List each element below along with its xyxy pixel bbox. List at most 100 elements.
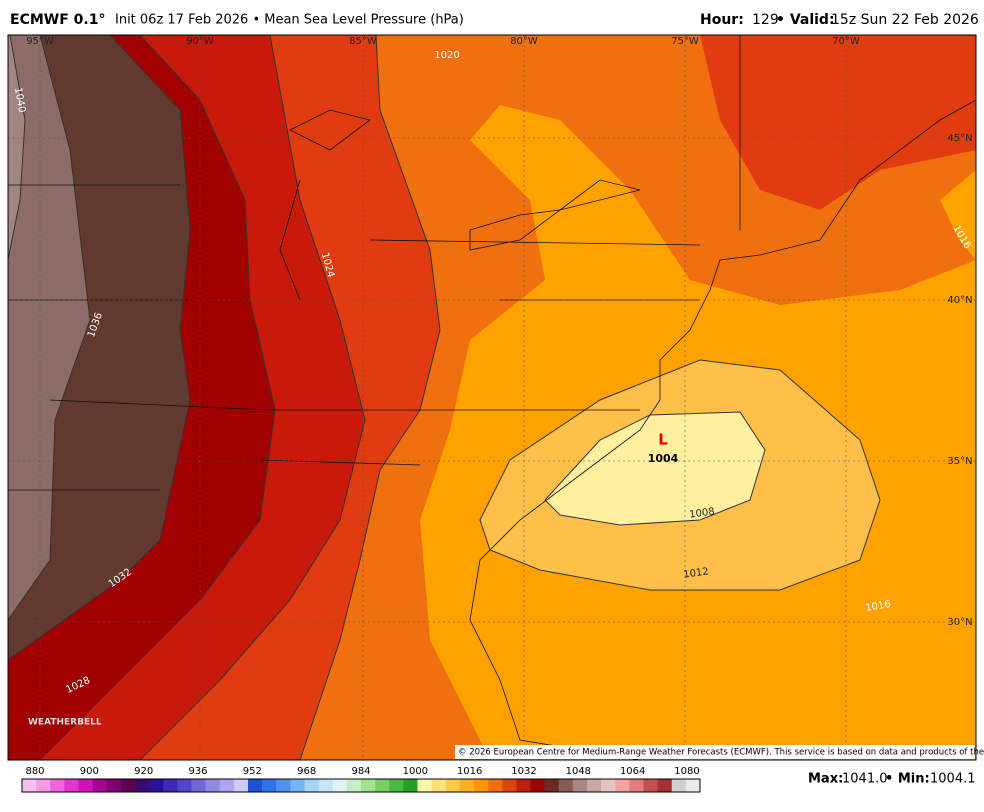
colorbar-swatch — [459, 779, 475, 792]
colorbar-tick-label: 1080 — [674, 766, 699, 777]
colorbar-tick-label: 920 — [134, 766, 153, 777]
colorbar-swatch — [431, 779, 447, 792]
colorbar-swatch — [92, 779, 108, 792]
copyright: © 2026 European Centre for Medium-Range … — [458, 748, 984, 758]
low-symbol: L — [658, 431, 668, 449]
lon-label: 95°W — [26, 36, 54, 47]
valid-label: • Valid: — [776, 12, 835, 28]
colorbar-swatch — [544, 779, 560, 792]
min-label: • Min: — [885, 772, 930, 787]
lat-label: 30°N — [947, 617, 972, 628]
colorbar-swatch — [276, 779, 291, 792]
lat-label: 40°N — [947, 295, 972, 306]
model-name: ECMWF 0.1° — [10, 12, 105, 28]
copyright-box — [455, 745, 975, 759]
colorbar-swatch — [22, 779, 37, 792]
colorbar-swatch — [474, 779, 489, 792]
colorbar-swatch — [233, 779, 249, 792]
colorbar-swatch — [205, 779, 221, 792]
colorbar-swatch — [332, 779, 348, 792]
colorbar-swatch — [657, 779, 673, 792]
colorbar-swatch — [135, 779, 150, 792]
colorbar-swatch — [106, 779, 122, 792]
colorbar-swatch — [643, 779, 658, 792]
colorbar-tick-label: 952 — [243, 766, 262, 777]
colorbar-swatch — [191, 779, 206, 792]
band-1012-1016 — [940, 170, 976, 260]
colorbar-swatch — [502, 779, 517, 792]
run-info: Init 06z 17 Feb 2026 • Mean Sea Level Pr… — [115, 13, 464, 28]
colorbar-swatch — [685, 779, 701, 792]
colorbar-tick-label: 1000 — [403, 766, 428, 777]
colorbar-swatch — [587, 779, 602, 792]
colorbar-tick-label: 984 — [351, 766, 370, 777]
colorbar-swatch — [177, 779, 192, 792]
colorbar-swatch — [318, 779, 334, 792]
colorbar-swatch — [304, 779, 319, 792]
colorbar-swatch — [671, 779, 687, 792]
colorbar-swatch — [120, 779, 136, 792]
colorbar-swatch — [572, 779, 588, 792]
colorbar-swatch — [615, 779, 630, 792]
colorbar-swatch — [346, 779, 362, 792]
band-1036-1040 — [8, 35, 91, 621]
lon-label: 90°W — [186, 36, 214, 47]
contour-label: 1016 — [865, 599, 892, 614]
colorbar-swatch — [530, 779, 545, 792]
contour-label: 1020 — [434, 50, 459, 61]
colorbar-tick-label: 968 — [297, 766, 316, 777]
logo: WEATHERBELL — [28, 718, 102, 728]
colorbar-tick-label: 1032 — [511, 766, 536, 777]
colorbar-swatch — [149, 779, 164, 792]
colorbar-swatch — [248, 779, 263, 792]
colorbar-swatch — [389, 779, 404, 792]
map — [8, 35, 976, 760]
lon-label: 70°W — [832, 36, 860, 47]
colorbar-tick-label: 1016 — [457, 766, 482, 777]
lat-label: 35°N — [947, 456, 972, 467]
low-value: 1004 — [648, 452, 679, 465]
max: 1041.0 — [842, 772, 888, 787]
colorbar-swatch — [403, 779, 418, 792]
graticule — [8, 35, 976, 760]
contour-label: 1008 — [689, 506, 716, 520]
lon-label: 85°W — [349, 36, 377, 47]
colorbar-swatch — [219, 779, 235, 792]
colorbar-swatch — [78, 779, 93, 792]
contour-label: 1012 — [683, 566, 710, 580]
contour-label: 1040 — [12, 87, 27, 114]
band-1004-1008 — [544, 411, 766, 526]
colorbar-tick-label: 1048 — [566, 766, 591, 777]
colorbar-swatch — [601, 779, 616, 792]
band-1040 — [8, 35, 26, 261]
colorbar-swatch — [375, 779, 390, 792]
colorbar-swatch — [361, 779, 376, 792]
colorbar-swatch — [417, 779, 432, 792]
band-1020-1024 — [700, 35, 976, 210]
map-frame — [7, 34, 977, 761]
colorbar-swatch — [64, 779, 79, 792]
hour: 129 — [752, 12, 779, 28]
colorbar-swatch — [36, 779, 51, 792]
lat-label: 45°N — [947, 133, 972, 144]
colorbar-tick-label: 936 — [188, 766, 207, 777]
hour-label: Hour: — [700, 12, 744, 28]
colorbar-tick-label: 1064 — [620, 766, 645, 777]
colorbar-swatch — [50, 779, 65, 792]
colorbar-tick-label: 880 — [25, 766, 44, 777]
colorbar-swatch — [163, 779, 178, 792]
lon-label: 75°W — [671, 36, 699, 47]
colorbar-swatch — [445, 779, 461, 792]
colorbar-tick-label: 900 — [80, 766, 99, 777]
max-label: Max: — [808, 772, 843, 787]
min: 1004.1 — [930, 772, 976, 787]
colorbar-swatch — [488, 779, 503, 792]
colorbar-frame — [21, 778, 701, 793]
lon-label: 80°W — [510, 36, 538, 47]
colorbar-swatch — [629, 779, 644, 792]
colorbar-swatch — [558, 779, 574, 792]
colorbar-swatch — [262, 779, 277, 792]
valid: 15z Sun 22 Feb 2026 — [831, 12, 979, 28]
